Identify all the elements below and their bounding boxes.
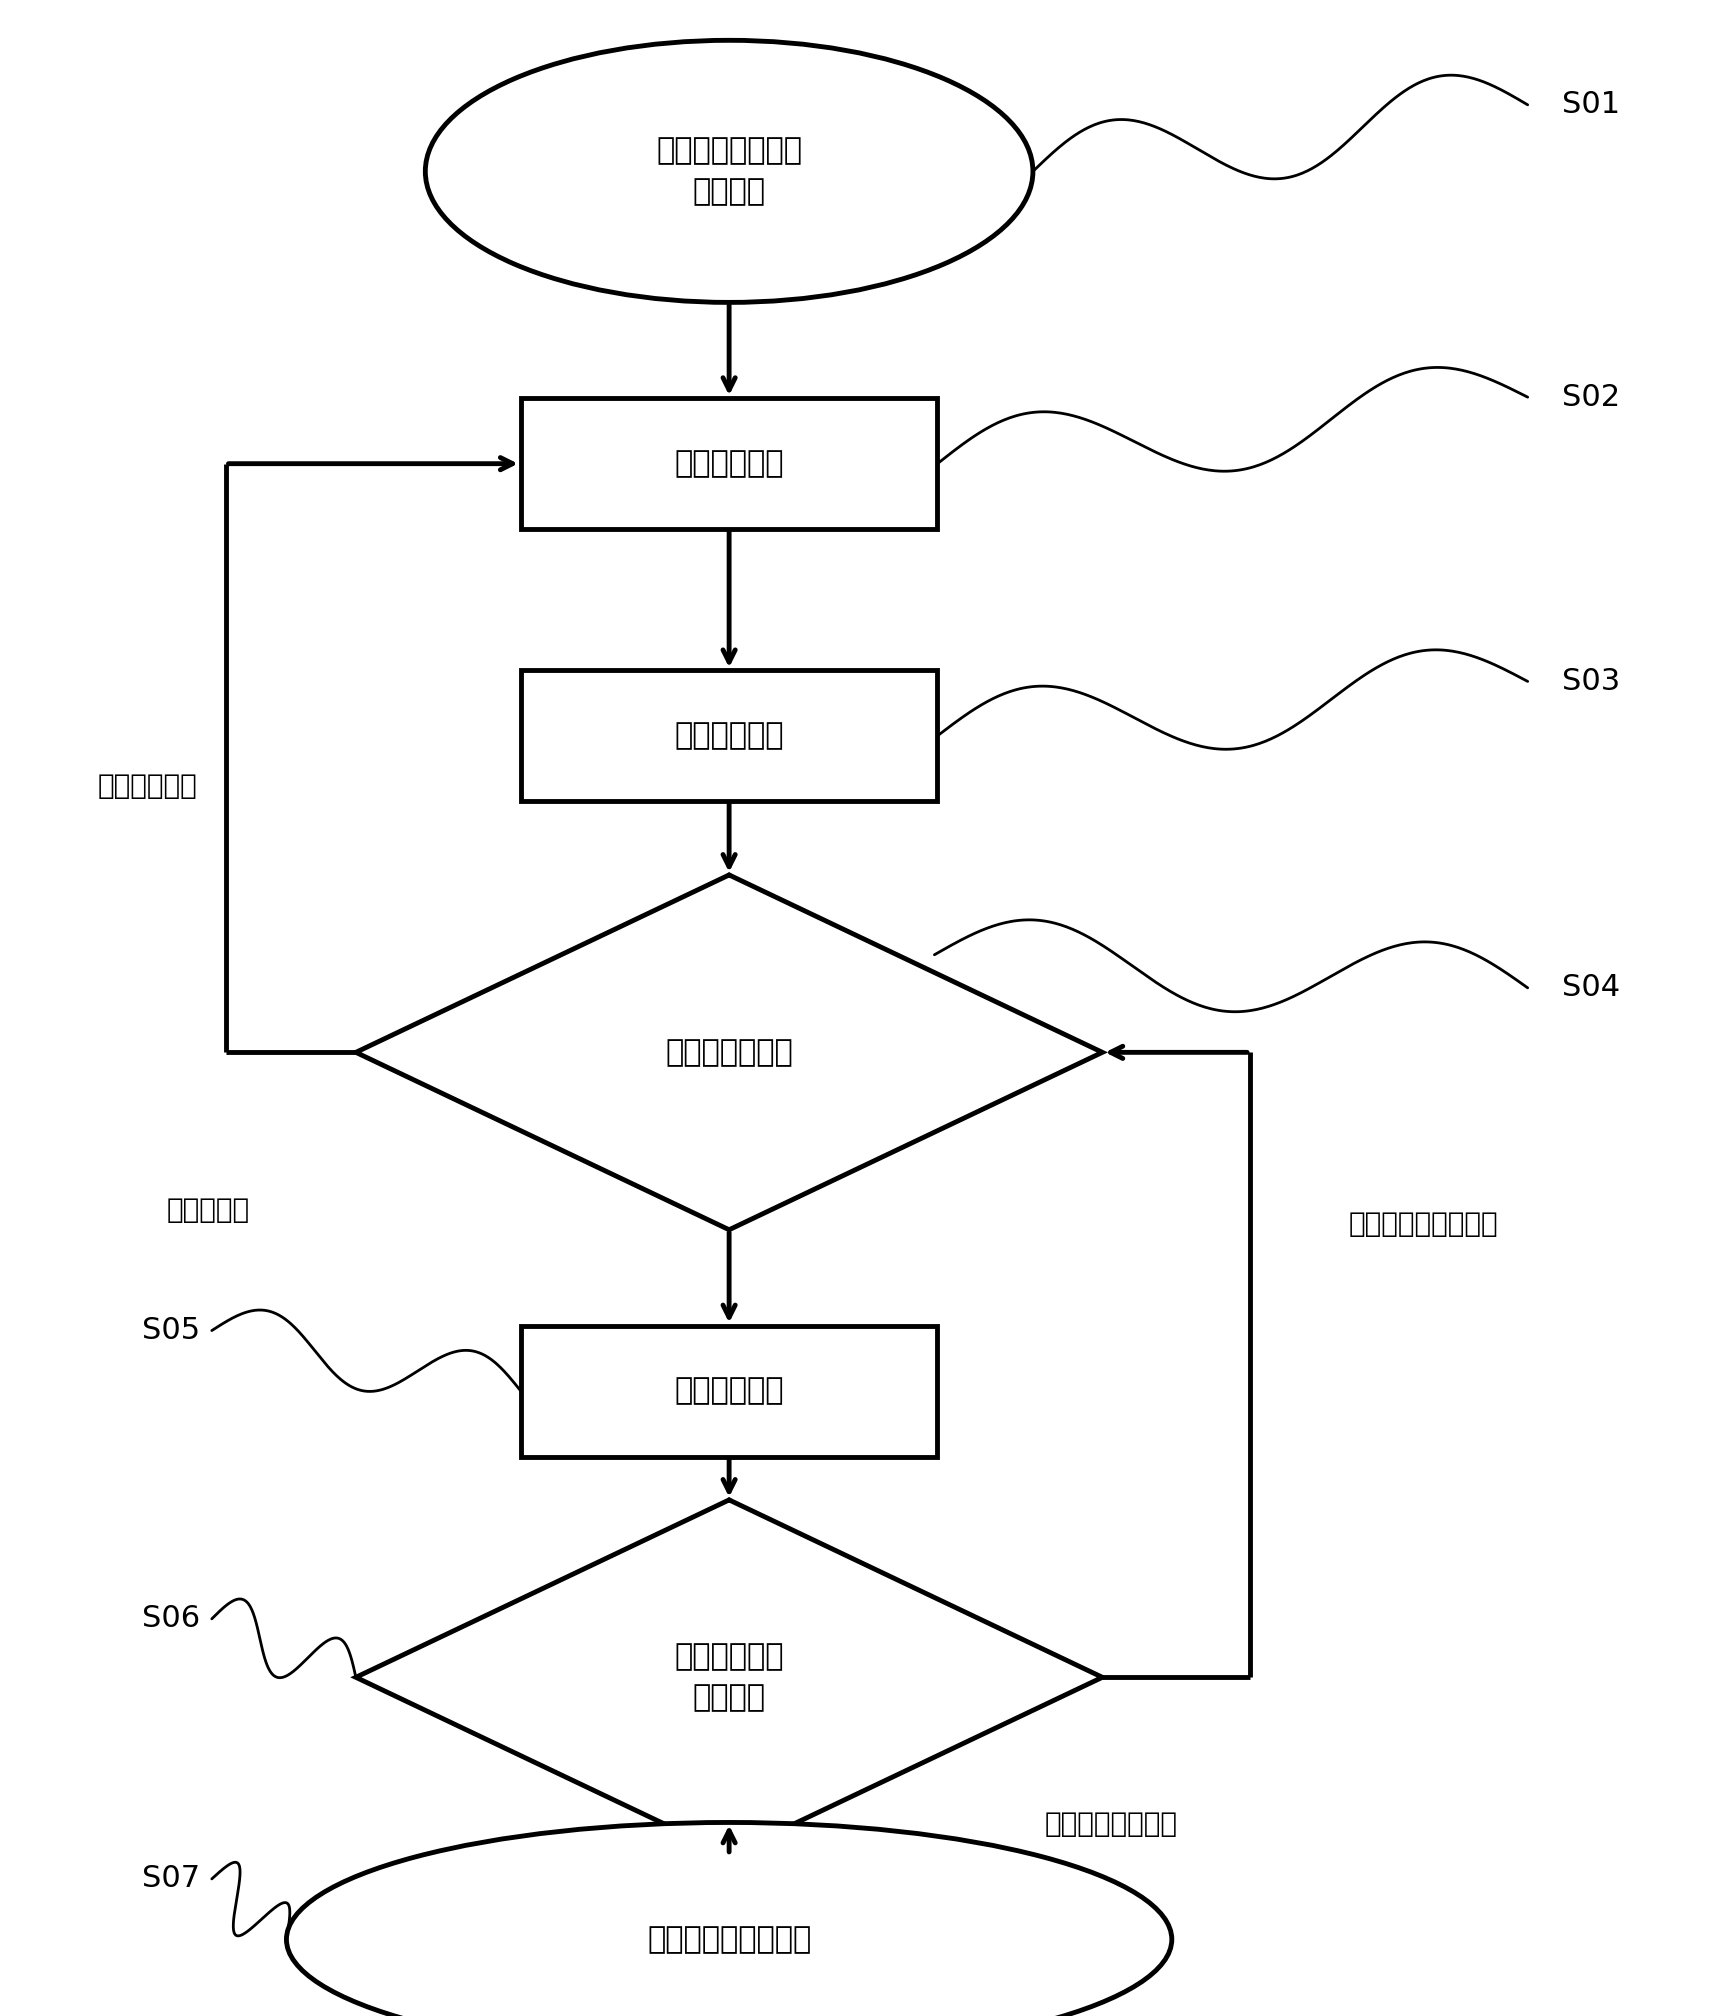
FancyBboxPatch shape [521,669,937,800]
Text: 探针颗粒物检查: 探针颗粒物检查 [665,1038,793,1066]
Text: 机台报警、停机处理: 机台报警、停机处理 [648,1925,811,1954]
FancyBboxPatch shape [521,399,937,528]
Text: 是否到达清洁
次数上限: 是否到达清洁 次数上限 [674,1643,785,1712]
Text: 开始晶圆测试: 开始晶圆测试 [674,450,785,478]
Text: 存在颗粒物: 存在颗粒物 [167,1195,250,1224]
Text: 进行探针清洁: 进行探针清洁 [674,1377,785,1405]
FancyBboxPatch shape [521,1327,937,1456]
Text: S03: S03 [1562,667,1621,696]
Text: S05: S05 [142,1316,200,1345]
Text: 未到达清洁次数上限: 未到达清洁次数上限 [1349,1210,1498,1238]
Text: S06: S06 [142,1605,200,1633]
Ellipse shape [425,40,1033,302]
Text: S07: S07 [142,1865,200,1893]
Text: 不存在颗粒物: 不存在颗粒物 [97,772,198,800]
Text: 到达清洁次数上限: 到达清洁次数上限 [1045,1810,1177,1839]
Text: S04: S04 [1562,974,1620,1002]
Ellipse shape [286,1822,1172,2016]
Polygon shape [356,1500,1102,1855]
Text: 完成晶圆测试: 完成晶圆测试 [674,722,785,750]
Text: S01: S01 [1562,91,1620,119]
Polygon shape [356,875,1102,1230]
Text: S02: S02 [1562,383,1620,411]
Text: 设定颗粒物沾染的
检查周期: 设定颗粒物沾染的 检查周期 [656,137,802,206]
